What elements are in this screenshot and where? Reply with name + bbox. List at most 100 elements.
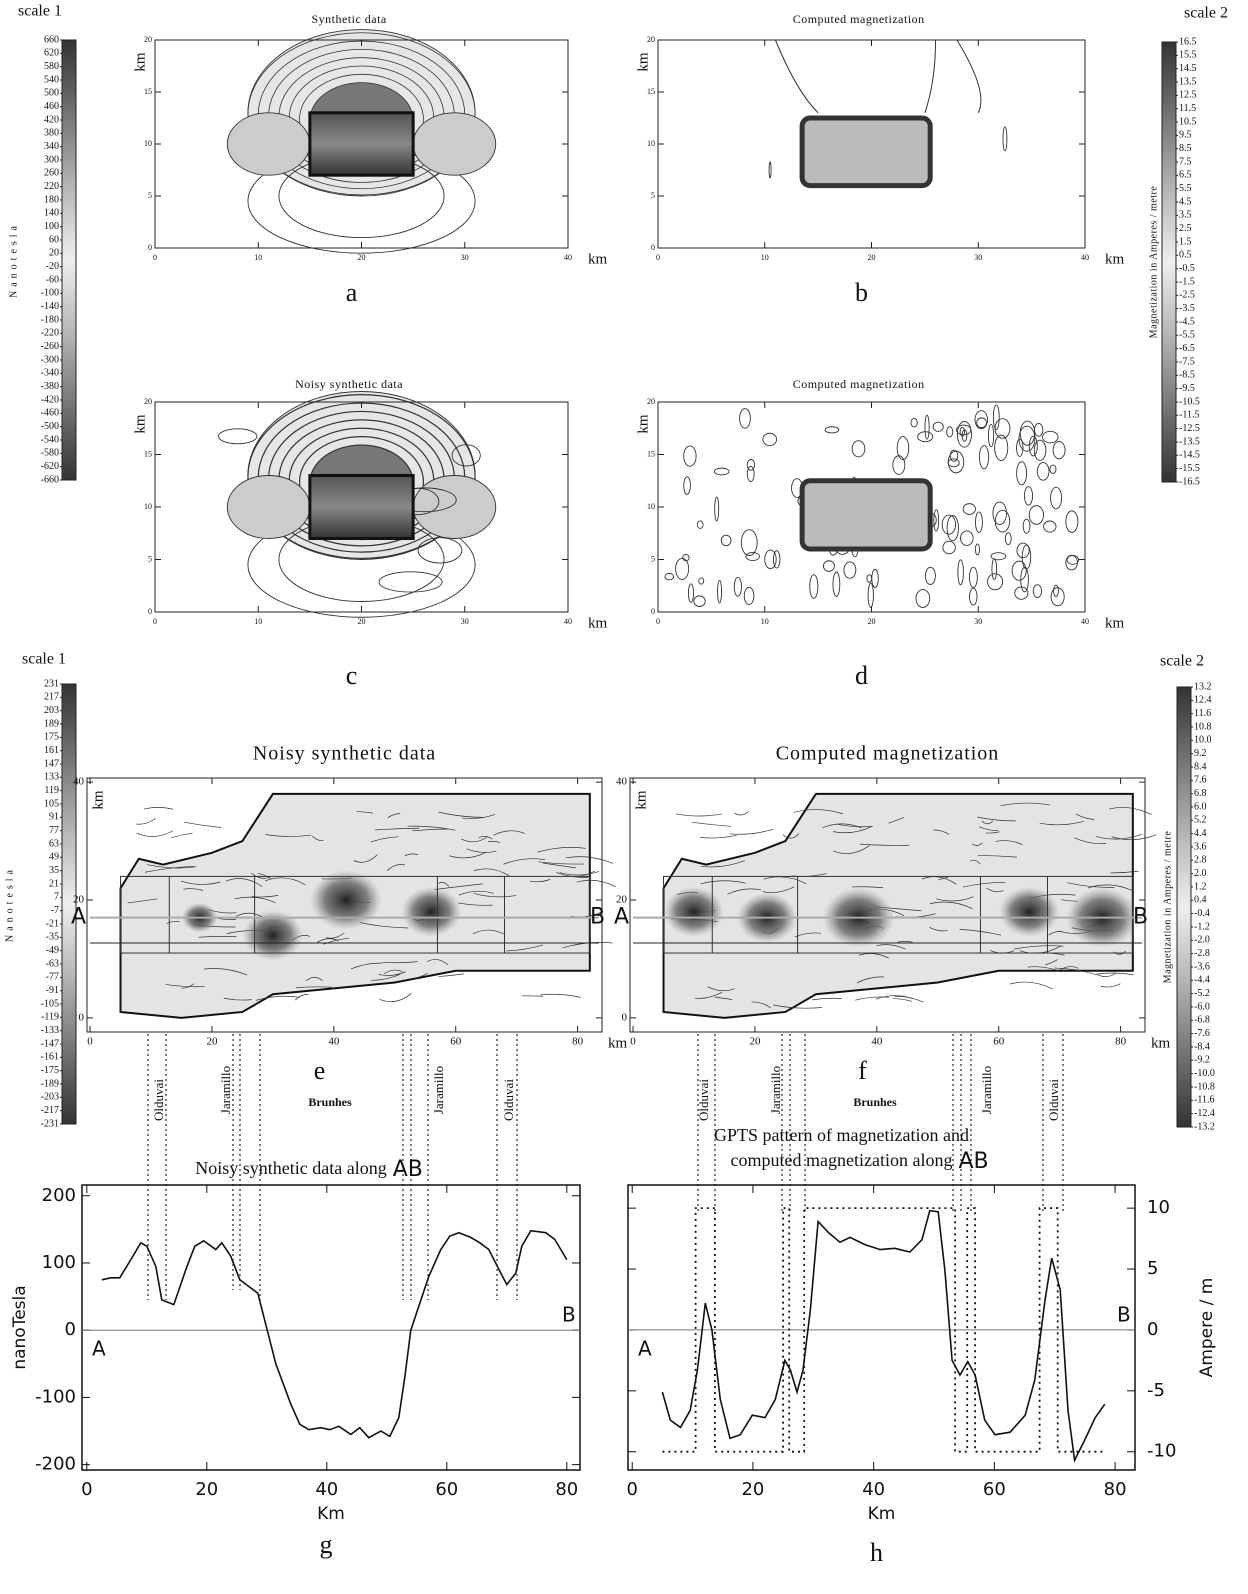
colorbar-tick-label: 35 [49, 865, 59, 876]
colorbar-tick-label: -100 [41, 288, 59, 299]
x-tick-label: 30 [461, 617, 469, 626]
contour-line [893, 999, 912, 1002]
contour-line [700, 835, 737, 838]
colorbar-tick-label: -21 [46, 918, 59, 929]
colorbar-tick-label: 380 [44, 128, 59, 139]
contour-image [227, 30, 495, 254]
y-tick-label: -200 [35, 1454, 76, 1475]
colorbar-tick-label: -2.8 [1194, 948, 1210, 959]
colorbar-tick-label: -11.5 [1179, 410, 1199, 421]
contour-line [184, 822, 221, 827]
chron-label: Olduvai [696, 1079, 711, 1121]
contour-line [988, 424, 993, 446]
colorbar-tick-label: 20 [49, 248, 59, 259]
contour-line [676, 814, 722, 816]
colorbar-tick-label: 217 [44, 692, 59, 703]
x-tick-label: 30 [461, 253, 469, 262]
x-tick-label: 80 [1104, 1479, 1127, 1500]
colorbar-tick-label: 12.5 [1179, 90, 1197, 101]
chron-label: Brunhes [308, 1095, 352, 1109]
contour-line [993, 405, 999, 430]
contour-image [769, 40, 1007, 186]
colorbar-tick-label: -119 [41, 1012, 59, 1023]
panel-label: h [870, 1538, 883, 1567]
colorbar-tick-label: 0.4 [1194, 895, 1207, 906]
colorbar-tick-label: -300 [41, 354, 59, 365]
contour-line [741, 530, 757, 556]
contour-line [1053, 441, 1065, 458]
colorbar-tick-label: 300 [44, 154, 59, 165]
x-tick-label: 10 [254, 253, 262, 262]
colorbar-tick-label: -7.5 [1179, 356, 1195, 367]
colorbar-tick-label: -10.5 [1179, 396, 1200, 407]
x-tick-label: 80 [572, 1036, 584, 1048]
contour-line [872, 569, 879, 587]
contour-line [697, 521, 703, 529]
colorbar-tick-label: -5.5 [1179, 330, 1195, 341]
contour-line [137, 831, 173, 837]
x-axis-label: km [608, 1035, 628, 1051]
y-tick-label: 0 [148, 243, 152, 252]
colorbar-tick-label: -20 [46, 261, 59, 272]
colorbar-tick-label: 133 [44, 772, 59, 783]
colorbar-tick-label: 63 [49, 838, 59, 849]
colorbar-tick-label: -12.5 [1179, 423, 1200, 434]
colorbar-tick-label: -7.6 [1194, 1028, 1210, 1039]
contour-line [401, 887, 461, 937]
contour-image [218, 392, 495, 618]
contour-line [744, 587, 754, 604]
chart-title: Noisy synthetic data along [195, 1158, 386, 1178]
y-tick-label: 20 [144, 35, 152, 44]
x-tick-label: 0 [656, 253, 660, 262]
contour-line [925, 415, 929, 439]
x-tick-label: 40 [862, 1479, 885, 1500]
colorbar-tick-label: -0.4 [1194, 908, 1210, 919]
x-tick-label: 20 [206, 1036, 218, 1048]
colorbar-tick-label: 6.0 [1194, 801, 1207, 812]
contour-line [310, 870, 382, 930]
contour-line [833, 572, 840, 596]
x-tick-label: 30 [974, 253, 982, 262]
x-tick-label: 20 [749, 1036, 761, 1048]
contour-line [855, 997, 889, 1000]
colorbar-tick-label: -6.0 [1194, 1001, 1210, 1012]
contour-line [1012, 561, 1026, 580]
x-tick-label: 0 [87, 1036, 93, 1048]
colorbar-tick-label: 161 [44, 745, 59, 756]
x-tick-label: 10 [254, 617, 262, 626]
colorbar-tick-label: 21 [49, 878, 59, 889]
colorbar [1162, 42, 1176, 482]
y-tick-label: 15 [647, 87, 655, 96]
x-tick-label: 40 [1081, 617, 1089, 626]
colorbar-tick-label: 0.5 [1179, 250, 1192, 261]
colorbar-tick-label: 5.2 [1194, 815, 1207, 826]
y-axis-label: km [633, 790, 649, 810]
contour-line [868, 583, 873, 607]
colorbar-tick-label: 15.5 [1179, 50, 1197, 61]
colorbar-tick-label: -91 [46, 985, 59, 996]
colorbar-tick-label: -620 [41, 461, 59, 472]
y-axis-label: km [90, 790, 106, 810]
colorbar-tick-label: -140 [41, 301, 59, 312]
scale-title: scale 1 [22, 651, 66, 668]
contour-line [1034, 423, 1042, 436]
colorbar-tick-label: -133 [41, 1025, 59, 1036]
colorbar-tick-label: -189 [41, 1078, 59, 1089]
contour-line [227, 476, 310, 539]
x-tick-label: 20 [741, 1479, 764, 1500]
chron-label: Jaramillo [979, 1066, 994, 1114]
contour-line [734, 577, 741, 596]
contour-line [747, 466, 754, 481]
x-tick-label: 10 [761, 617, 769, 626]
colorbar-tick-label: -147 [41, 1038, 59, 1049]
contour-line [975, 544, 979, 555]
colorbar-tick-label: -231 [41, 1118, 59, 1129]
colorbar-tick-label: 220 [44, 181, 59, 192]
chart-title: Noisy synthetic data [295, 377, 403, 391]
contour-line [947, 427, 953, 437]
endpoint-label: B [590, 905, 605, 930]
panel-label: b [855, 278, 868, 307]
y-tick-label: 10 [647, 139, 655, 148]
colorbar-tick-label: -380 [41, 381, 59, 392]
colorbar-tick-label: -10.8 [1194, 1081, 1215, 1092]
